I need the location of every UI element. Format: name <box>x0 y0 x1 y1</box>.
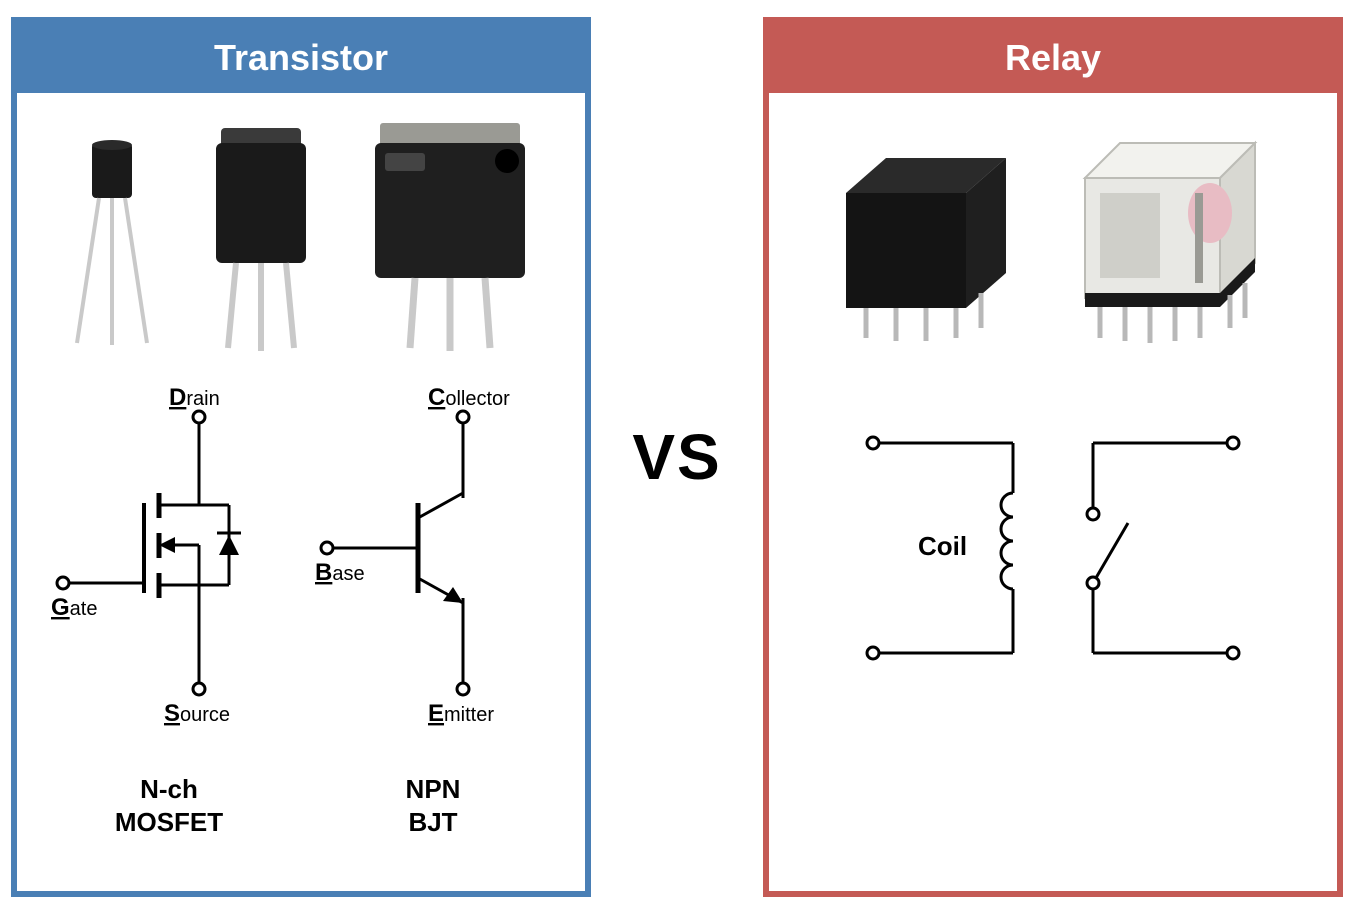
svg-text:Gate: Gate <box>51 594 97 621</box>
transistor-body: Drain Gate Source N-ch MOSFET <box>17 93 585 891</box>
mosfet-gate-r: ate <box>70 598 98 620</box>
mosfet-symbol-block: Drain Gate Source N-ch MOSFET <box>49 383 289 838</box>
bjt-b-b: B <box>315 559 332 586</box>
bjt-b-r: ase <box>332 563 364 585</box>
bjt-c-r: ollector <box>445 388 510 410</box>
relay-pkg-sealed <box>816 133 1026 353</box>
relay-photo-row <box>789 113 1317 373</box>
bjt-c-b: C <box>428 384 445 411</box>
mosfet-caption-l2: MOSFET <box>115 807 223 837</box>
svg-text:Emitter: Emitter <box>428 700 494 727</box>
bjt-caption-l2: BJT <box>408 807 457 837</box>
vs-column: VS <box>591 17 763 897</box>
relay-symbol: Coil <box>833 383 1273 743</box>
transistor-symbol-row: Drain Gate Source N-ch MOSFET <box>37 373 565 861</box>
transistor-pkg-to220 <box>186 123 336 353</box>
svg-text:Base: Base <box>315 559 365 586</box>
bjt-caption: NPN BJT <box>406 773 461 838</box>
bjt-e-b: E <box>428 700 444 727</box>
mosfet-source-r: ource <box>180 704 230 726</box>
mosfet-drain-r: rain <box>186 388 219 410</box>
relay-body: Coil <box>769 93 1337 891</box>
mosfet-drain-b: D <box>169 384 186 411</box>
transistor-pkg-to247 <box>355 113 545 353</box>
bjt-symbol-block: Collector Base Emitter NPN BJT <box>313 383 553 838</box>
mosfet-caption: N-ch MOSFET <box>115 773 223 838</box>
transistor-title: Transistor <box>214 37 388 79</box>
relay-title: Relay <box>1005 37 1101 79</box>
relay-header: Relay <box>769 23 1337 93</box>
svg-text:Drain: Drain <box>169 384 220 411</box>
comparison-container: Transistor <box>11 17 1351 897</box>
bjt-symbol: Collector Base Emitter <box>313 383 553 743</box>
mosfet-caption-l1: N-ch <box>140 774 198 804</box>
transistor-panel: Transistor <box>11 17 591 897</box>
relay-panel: Relay <box>763 17 1343 897</box>
mosfet-symbol: Drain Gate Source <box>49 383 289 743</box>
relay-pkg-clear <box>1060 123 1290 353</box>
vs-text: VS <box>632 420 721 494</box>
bjt-e-r: mitter <box>444 704 494 726</box>
mosfet-gate-b: G <box>51 594 70 621</box>
transistor-photo-row <box>37 113 565 373</box>
bjt-caption-l1: NPN <box>406 774 461 804</box>
transistor-pkg-to92 <box>57 133 167 353</box>
svg-text:Source: Source <box>164 700 230 727</box>
relay-symbol-row: Coil <box>789 373 1317 861</box>
relay-coil-label: Coil <box>918 531 967 561</box>
mosfet-source-b: S <box>164 700 180 727</box>
svg-text:Collector: Collector <box>428 384 510 411</box>
transistor-header: Transistor <box>17 23 585 93</box>
